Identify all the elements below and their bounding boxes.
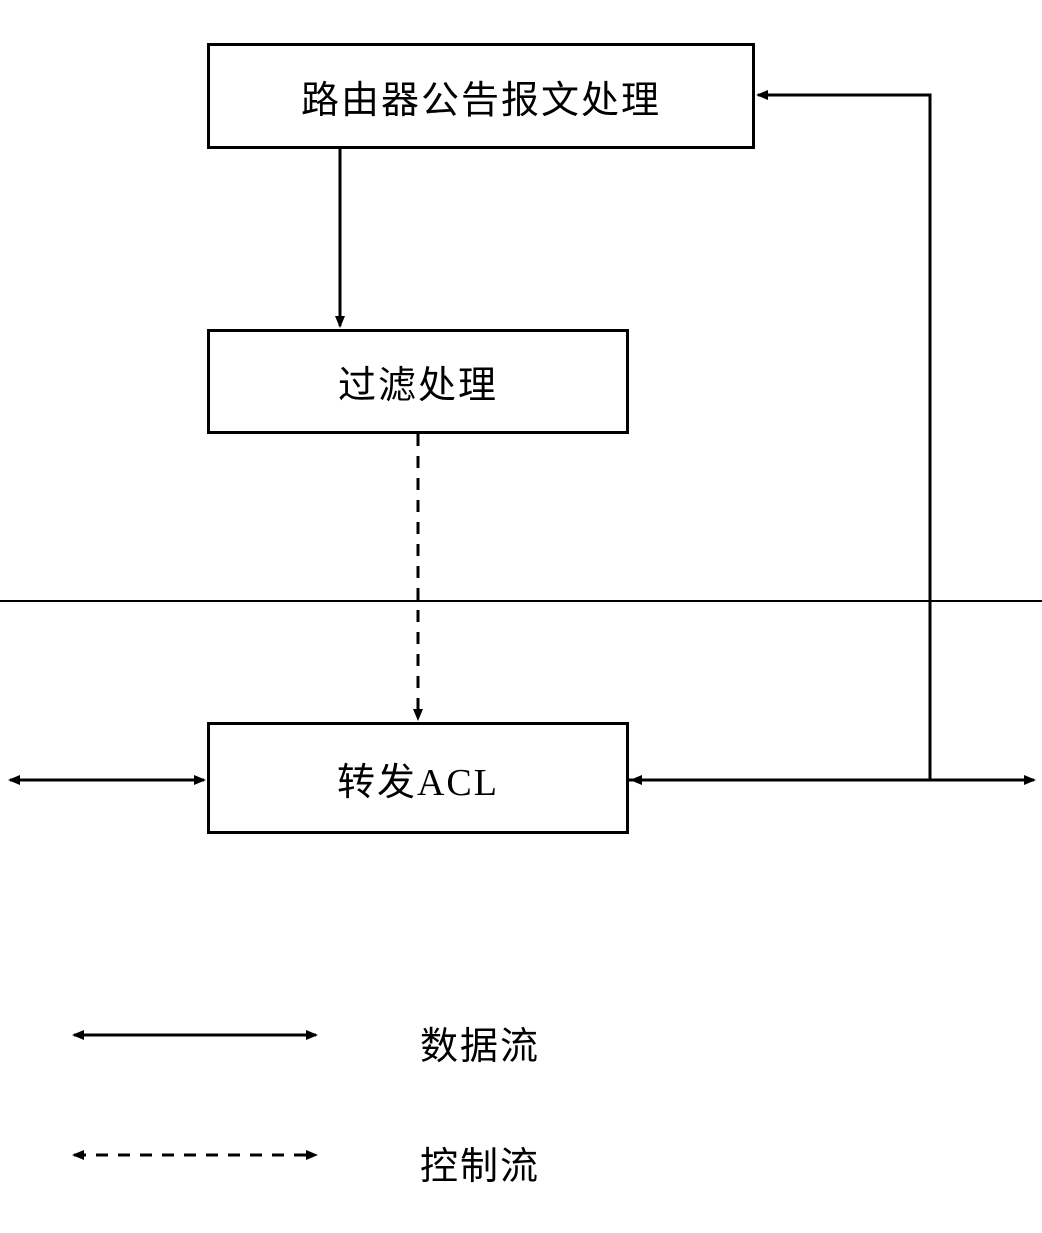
edge-feedback <box>629 95 930 780</box>
node-router-advert: 路由器公告报文处理 <box>207 43 755 149</box>
node-filter: 过滤处理 <box>207 329 629 434</box>
node-filter-label: 过滤处理 <box>338 354 498 409</box>
node-forward-acl: 转发ACL <box>207 722 629 834</box>
horizontal-divider <box>0 600 1042 602</box>
legend-data-flow-label: 数据流 <box>420 1015 540 1070</box>
legend-control-flow-label: 控制流 <box>420 1135 540 1190</box>
node-forward-acl-label: 转发ACL <box>337 751 499 806</box>
node-router-advert-label: 路由器公告报文处理 <box>301 69 661 124</box>
